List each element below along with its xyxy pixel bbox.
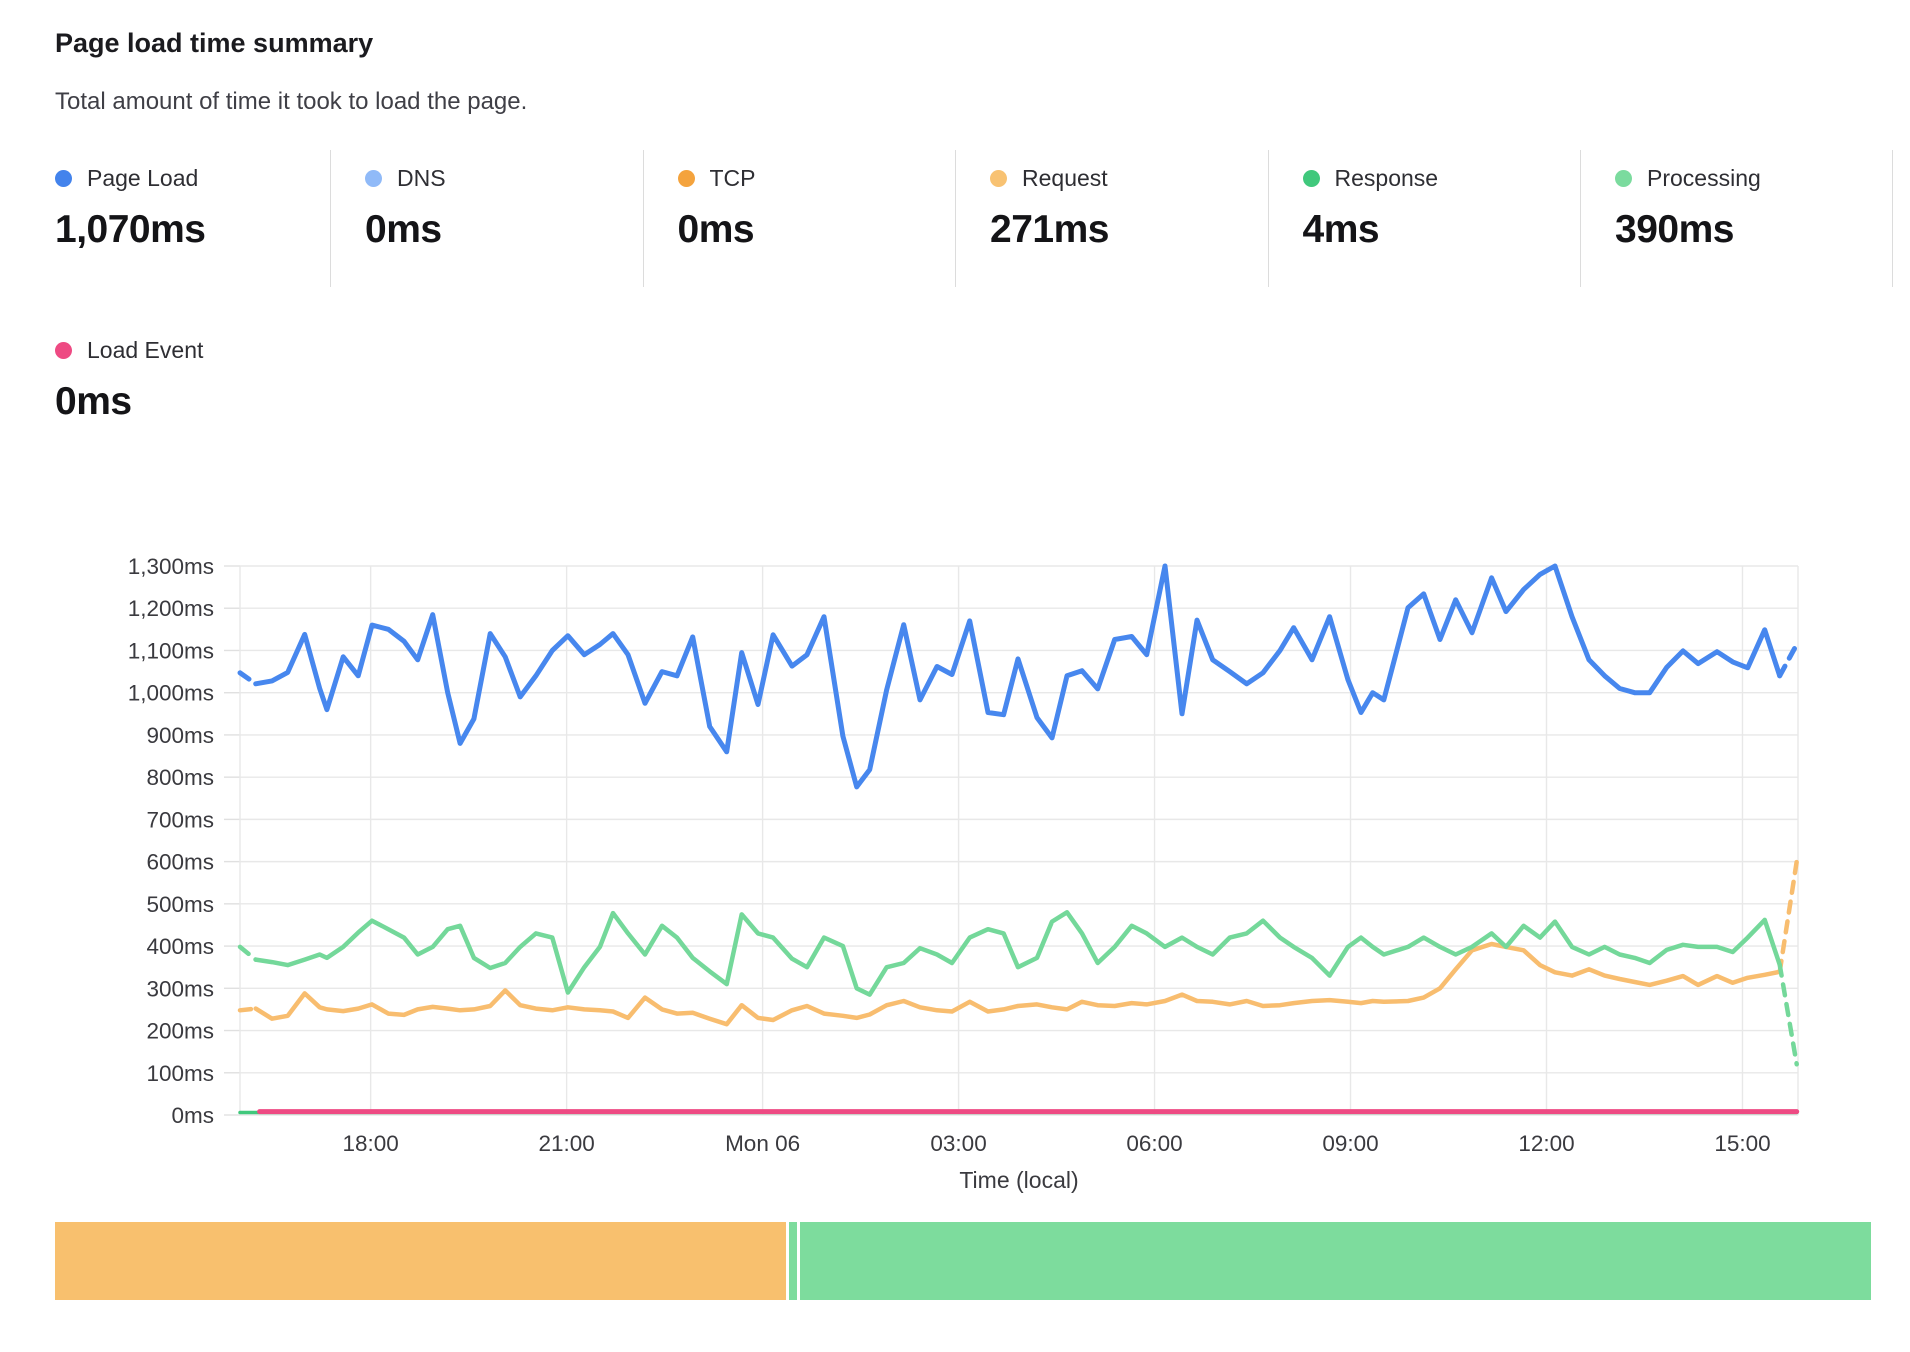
- series-line-page-load-dashed-start: [237, 670, 259, 687]
- series-line-request-dashed-end: [1777, 859, 1799, 975]
- metric-label: Processing: [1647, 165, 1761, 191]
- metric-processing: Processing 390ms: [1580, 150, 1893, 287]
- metric-value: 0ms: [365, 208, 442, 251]
- metrics-row-2: Load Event 0ms: [55, 336, 203, 424]
- y-tick-label: 600ms: [146, 850, 214, 875]
- x-tick-label: 21:00: [538, 1131, 594, 1156]
- x-tick-label: 15:00: [1714, 1131, 1770, 1156]
- metric-dns: DNS 0ms: [330, 150, 643, 287]
- series-line-processing-dashed-end: [1777, 962, 1799, 1067]
- x-tick-label: 09:00: [1322, 1131, 1378, 1156]
- x-tick-label: 18:00: [342, 1131, 398, 1156]
- x-tick-label: Mon 06: [725, 1131, 800, 1156]
- metric-label: Request: [1022, 165, 1108, 191]
- metric-label: DNS: [397, 165, 446, 191]
- metric-tcp: TCP 0ms: [642, 150, 956, 287]
- y-tick-label: 1,000ms: [128, 681, 214, 706]
- brush-processing-segment[interactable]: [800, 1222, 1871, 1300]
- series-line-page-load-dashed-end: [1777, 642, 1800, 679]
- brush-processing-sliver[interactable]: [789, 1222, 798, 1300]
- series-line-processing-dashed-start: [237, 944, 258, 962]
- timeline-brush-bar[interactable]: [55, 1222, 1871, 1300]
- y-tick-label: 300ms: [146, 976, 214, 1001]
- metric-value: 0ms: [55, 380, 132, 423]
- brush-gap: [797, 1222, 801, 1300]
- y-tick-label: 1,300ms: [128, 554, 214, 579]
- processing-legend-dot: [1615, 169, 1632, 187]
- series-line-request-dashed-start: [237, 1006, 258, 1013]
- dns-legend-dot: [365, 169, 382, 187]
- metric-value: 271ms: [990, 208, 1109, 251]
- metrics-row: Page Load 1,070ms DNS 0ms TCP 0ms Reques…: [55, 150, 1893, 287]
- brush-gap: [785, 1222, 790, 1300]
- y-tick-label: 700ms: [146, 807, 214, 832]
- metric-value: 4ms: [1302, 208, 1380, 251]
- chart-canvas[interactable]: 0ms 100ms 200ms 300ms 400ms 500ms 600ms 700ms 80…: [0, 420, 1910, 1210]
- y-tick-label: 400ms: [146, 934, 214, 959]
- metric-response: Response 4ms: [1267, 150, 1581, 287]
- metric-label: TCP: [709, 165, 756, 191]
- x-tick-label: 12:00: [1518, 1131, 1574, 1156]
- response-legend-dot: [1302, 169, 1320, 187]
- load-time-line-chart[interactable]: 0ms 100ms 200ms 300ms 400ms 500ms 600ms 700ms 80…: [0, 420, 1910, 1210]
- x-tick-label: 03:00: [930, 1131, 986, 1156]
- y-tick-label: 1,200ms: [128, 596, 214, 621]
- page-load-legend-dot: [55, 169, 72, 187]
- y-tick-label: 500ms: [146, 892, 214, 917]
- metric-label: Load Event: [87, 337, 204, 363]
- page-subtitle: Total amount of time it took to load the…: [55, 88, 528, 115]
- y-tick-label: 900ms: [146, 723, 214, 748]
- x-tick-label: 06:00: [1126, 1131, 1182, 1156]
- metric-value: 1,070ms: [55, 208, 206, 251]
- y-tick-label: 0ms: [171, 1103, 214, 1128]
- request-legend-dot: [990, 169, 1007, 187]
- y-tick-label: 800ms: [146, 765, 214, 790]
- y-tick-label: 100ms: [146, 1061, 214, 1086]
- metric-request: Request 271ms: [955, 150, 1268, 287]
- metric-page-load: Page Load 1,070ms: [55, 150, 330, 287]
- y-tick-label: 200ms: [146, 1019, 214, 1044]
- metric-load-event: Load Event 0ms: [55, 336, 203, 424]
- series-line-processing: [253, 910, 1782, 997]
- x-axis-title: Time (local): [959, 1167, 1078, 1193]
- metric-label: Response: [1334, 165, 1439, 191]
- brush-request-segment[interactable]: [55, 1222, 786, 1300]
- series-line-page-load: [253, 563, 1783, 790]
- y-tick-label: 1,100ms: [128, 638, 214, 663]
- page-title: Page load time summary: [55, 28, 374, 58]
- series-line-request: [253, 941, 1782, 1027]
- tcp-legend-dot: [677, 169, 695, 187]
- metric-value: 0ms: [677, 208, 755, 251]
- load-event-legend-dot: [55, 341, 72, 359]
- metric-value: 390ms: [1615, 208, 1734, 251]
- metric-label: Page Load: [87, 165, 199, 191]
